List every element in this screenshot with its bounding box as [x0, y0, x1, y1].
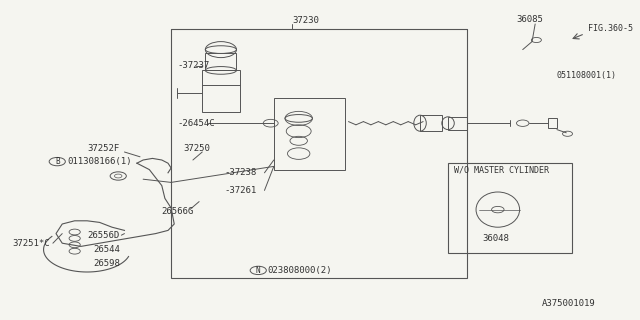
Text: 37230: 37230: [292, 16, 319, 25]
Text: 051108001(1): 051108001(1): [557, 71, 617, 80]
Text: FIG.360-5: FIG.360-5: [588, 24, 633, 33]
Text: 37252F: 37252F: [87, 144, 120, 153]
Text: 26598: 26598: [93, 260, 120, 268]
Bar: [420, 115, 442, 131]
Text: -37261: -37261: [224, 186, 256, 195]
Text: 011308166(1): 011308166(1): [67, 157, 132, 166]
Bar: [171, 29, 467, 278]
Text: 36048: 36048: [483, 234, 509, 243]
Text: 37251*C: 37251*C: [12, 239, 50, 248]
Text: 37250: 37250: [184, 144, 211, 153]
Text: A375001019: A375001019: [541, 300, 595, 308]
Text: 26544: 26544: [93, 245, 120, 254]
Text: -37237: -37237: [177, 61, 209, 70]
Text: W/O MASTER CYLINDER: W/O MASTER CYLINDER: [454, 165, 549, 174]
Bar: [205, 53, 236, 70]
Text: -26454C: -26454C: [177, 119, 215, 128]
Bar: [448, 163, 573, 253]
Text: 023808000(2): 023808000(2): [268, 266, 332, 275]
Text: 26556D: 26556D: [87, 231, 120, 240]
Bar: [448, 117, 467, 130]
Text: B: B: [55, 157, 60, 166]
Bar: [548, 118, 557, 128]
Text: 26566G: 26566G: [162, 207, 194, 216]
Text: -37238: -37238: [224, 168, 256, 177]
Bar: [274, 98, 346, 170]
Text: 36085: 36085: [516, 15, 543, 24]
Bar: [202, 70, 239, 112]
Text: N: N: [256, 266, 260, 275]
